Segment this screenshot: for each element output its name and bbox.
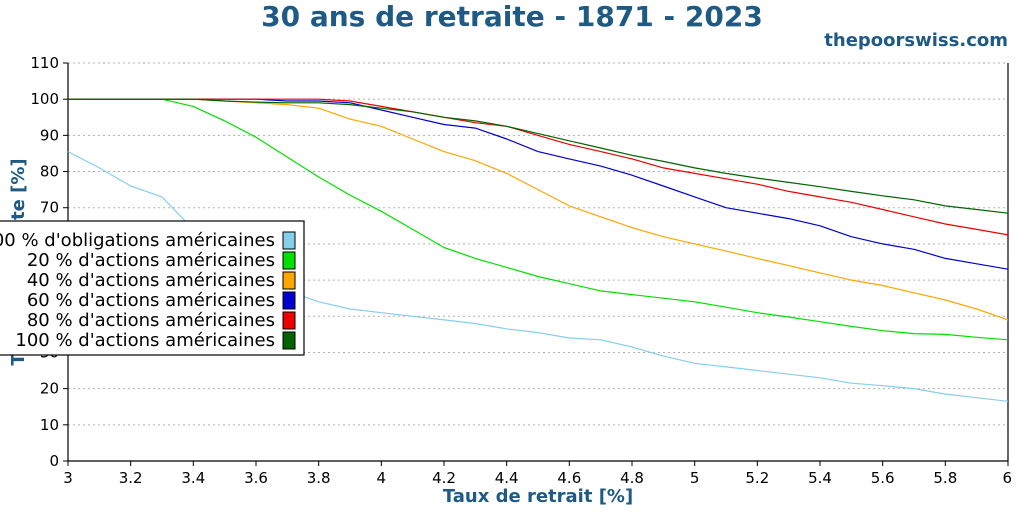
x-tick-label: 6 [1002, 469, 1012, 487]
x-tick-label: 4.4 [495, 469, 519, 487]
x-tick-label: 4.6 [557, 469, 581, 487]
legend-label: 100 % d'obligations américaines [0, 230, 275, 251]
legend-swatch [282, 231, 296, 250]
x-tick-label: 3.2 [119, 469, 143, 487]
legend-label: 80 % d'actions américaines [27, 310, 275, 331]
legend-box [0, 220, 305, 356]
legend-label: 40 % d'actions américaines [27, 270, 275, 291]
chart-title: 30 ans de retraite - 1871 - 2023 [261, 0, 763, 33]
x-tick-label: 4.8 [620, 469, 644, 487]
legend-swatch [282, 251, 296, 270]
series-lines [67, 98, 1009, 402]
legend-swatch [282, 311, 296, 330]
x-tick-label: 3 [63, 469, 73, 487]
x-tick-label: 4.2 [432, 469, 456, 487]
series-line-6 [68, 98, 1009, 214]
x-tick-label: 3.8 [307, 469, 331, 487]
legend-swatch [282, 291, 296, 310]
y-tick-label: 90 [40, 126, 59, 144]
series-line-2 [68, 98, 1009, 341]
x-tick-label: 3.6 [244, 469, 268, 487]
x-tick-label: 5.2 [745, 469, 769, 487]
brand-label: thepoorswiss.com [824, 30, 1008, 51]
x-tick-label: 3.4 [181, 469, 205, 487]
y-tick-label: 10 [40, 416, 59, 434]
y-tick-label: 20 [40, 380, 59, 398]
legend-label: 100 % d'actions américaines [15, 330, 275, 351]
x-tick-label: 5.4 [808, 469, 832, 487]
legend-label: 60 % d'actions américaines [27, 290, 275, 311]
y-tick-label: 0 [49, 452, 59, 470]
series-line-5 [68, 98, 1009, 236]
y-tick-label: 110 [30, 54, 59, 72]
legend-label: 20 % d'actions américaines [27, 250, 275, 271]
y-tick-label: 70 [40, 199, 59, 217]
x-axis-label: Taux de retrait [%] [443, 486, 633, 507]
legend-swatch [282, 271, 296, 290]
x-tick-label: 5.6 [871, 469, 895, 487]
x-tick-label: 4 [377, 469, 387, 487]
x-tick-label: 5 [690, 469, 700, 487]
y-tick-label: 100 [30, 90, 59, 108]
x-tick-label: 5.8 [933, 469, 957, 487]
y-tick-label: 80 [40, 163, 59, 181]
legend-swatch [282, 331, 296, 350]
